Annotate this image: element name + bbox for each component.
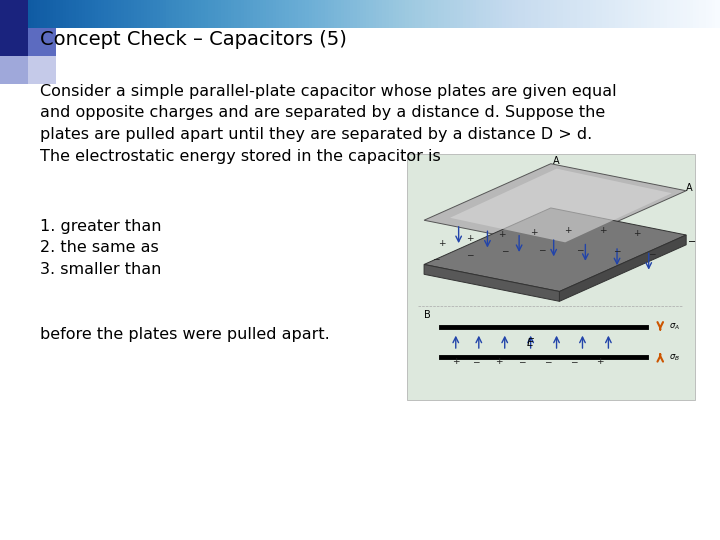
Text: −: − — [518, 357, 526, 366]
Polygon shape — [559, 235, 686, 301]
Text: +: + — [564, 226, 572, 235]
Polygon shape — [424, 208, 686, 292]
Polygon shape — [424, 265, 559, 301]
Text: −: − — [539, 245, 546, 254]
Polygon shape — [450, 168, 672, 242]
Text: −: − — [688, 238, 696, 247]
Text: +: + — [452, 357, 459, 366]
Bar — [28, 56, 56, 84]
Text: before the plates were pulled apart.: before the plates were pulled apart. — [40, 327, 329, 342]
Text: $\mathit{E}$: $\mathit{E}$ — [526, 336, 535, 348]
Bar — [0, 28, 28, 56]
Text: −: − — [432, 254, 439, 264]
Text: +: + — [599, 226, 606, 235]
Text: A: A — [553, 156, 560, 166]
Text: Consider a simple parallel-plate capacitor whose plates are given equal
and oppo: Consider a simple parallel-plate capacit… — [40, 84, 616, 164]
Text: −: − — [501, 246, 508, 255]
Text: +: + — [596, 357, 603, 366]
Text: A: A — [685, 183, 693, 193]
Text: +: + — [495, 357, 503, 366]
Text: −: − — [467, 250, 474, 259]
Bar — [28, 28, 56, 56]
Text: B: B — [424, 310, 431, 320]
Text: +: + — [498, 230, 505, 239]
Text: −: − — [648, 249, 655, 258]
Text: −: − — [570, 357, 577, 366]
Bar — [0, 56, 28, 84]
Text: $\sigma_A$: $\sigma_A$ — [669, 321, 680, 332]
Polygon shape — [424, 164, 686, 247]
Text: +: + — [467, 234, 474, 243]
Text: −: − — [576, 245, 583, 254]
Text: 1. greater than
2. the same as
3. smaller than: 1. greater than 2. the same as 3. smalle… — [40, 219, 161, 277]
Bar — [407, 154, 695, 400]
Text: −: − — [613, 246, 621, 255]
Text: +: + — [634, 228, 641, 238]
Text: −: − — [472, 357, 480, 366]
Bar — [0, 0, 28, 28]
Text: +: + — [438, 239, 445, 248]
Text: $\sigma_B$: $\sigma_B$ — [669, 352, 680, 362]
Text: −: − — [544, 357, 552, 366]
Text: +: + — [530, 227, 537, 237]
Text: Concept Check – Capacitors (5): Concept Check – Capacitors (5) — [40, 30, 346, 49]
